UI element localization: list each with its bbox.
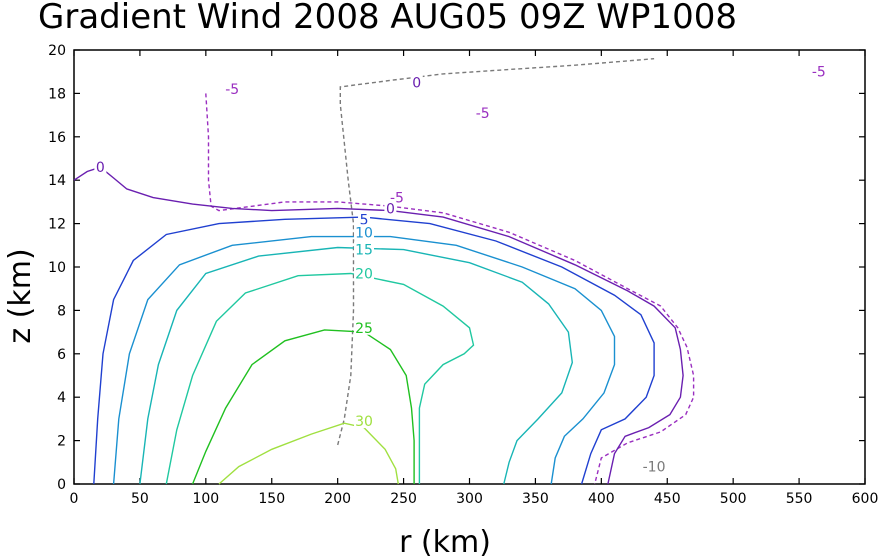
y-tick-label: 8 <box>57 303 66 319</box>
chart-title: Gradient Wind 2008 AUG05 09Z WP1008 <box>38 0 737 37</box>
x-tick-label: 400 <box>588 491 615 507</box>
contour-label: 10 <box>355 225 373 241</box>
x-tick-label: 250 <box>390 491 417 507</box>
contour-label: -5 <box>476 106 490 122</box>
contour-line-15 <box>139 246 574 485</box>
contour-label-bg <box>354 265 375 281</box>
x-tick-label: 150 <box>258 491 285 507</box>
x-tick-label: 450 <box>654 491 681 507</box>
contour-label-bg <box>94 159 107 175</box>
x-axis: 0 50 100 150 200 250 300 350 400 450 500 550 600 <box>70 50 879 507</box>
contour-label-bg <box>354 413 375 429</box>
y-tick-label: 4 <box>57 390 66 406</box>
contour-label: -10 <box>643 460 666 476</box>
x-tick-label: 500 <box>720 491 747 507</box>
x-tick-label: 200 <box>324 491 351 507</box>
y-axis: 0 2 4 6 8 10 12 14 16 18 20 <box>48 43 865 493</box>
contour-label: 20 <box>355 267 373 283</box>
contour-line-30 <box>218 422 399 485</box>
contour-label-bg <box>358 211 371 227</box>
contour-label: -5 <box>812 65 826 81</box>
y-tick-label: 16 <box>48 130 66 146</box>
y-tick-label: 2 <box>57 434 66 450</box>
contour-label-bg <box>354 319 375 335</box>
contour-label: 0 <box>96 160 105 176</box>
contour-line-neg5 <box>205 93 695 485</box>
x-tick-label: 0 <box>70 491 79 507</box>
x-tick-label: 550 <box>786 491 813 507</box>
contour-label: 5 <box>360 212 369 228</box>
contour-label: 15 <box>355 243 373 259</box>
contour-line-neg10 <box>337 58 655 446</box>
x-tick-label: 50 <box>131 491 149 507</box>
contour-line-10 <box>112 235 616 485</box>
x-tick-label: 350 <box>522 491 549 507</box>
x-axis-label: r (km) <box>399 525 491 559</box>
contour-label: 0 <box>412 76 421 92</box>
x-tick-label: 600 <box>852 491 879 507</box>
contour-line-5 <box>93 216 655 485</box>
contour-line-20 <box>165 272 475 485</box>
contour-label: 25 <box>355 321 373 337</box>
y-tick-label: 20 <box>48 43 66 59</box>
x-tick-label: 300 <box>456 491 483 507</box>
x-tick-label: 100 <box>192 491 219 507</box>
y-tick-label: 18 <box>48 86 66 102</box>
contour-label: 30 <box>355 414 373 430</box>
contour-label-bg <box>384 200 397 216</box>
contour-label: 0 <box>386 201 395 217</box>
contour-label-bg <box>472 104 493 120</box>
y-tick-label: 12 <box>48 217 66 233</box>
y-tick-label: 6 <box>57 347 66 363</box>
y-tick-label: 0 <box>57 477 66 493</box>
plot-frame <box>73 49 866 485</box>
contour-label-bg <box>222 81 243 97</box>
contour-line-0 <box>73 166 684 485</box>
contour-line-25 <box>191 329 415 485</box>
y-tick-label: 14 <box>48 173 66 189</box>
y-axis-label: z (km) <box>3 248 38 343</box>
contour-label: -5 <box>225 82 239 98</box>
contour-label-bg <box>808 63 829 79</box>
contour-label-bg <box>354 224 375 240</box>
contour-label-bg <box>354 241 375 257</box>
contour-label-bg <box>410 74 423 90</box>
y-tick-label: 10 <box>48 260 66 276</box>
contour-label-bg <box>640 458 669 474</box>
